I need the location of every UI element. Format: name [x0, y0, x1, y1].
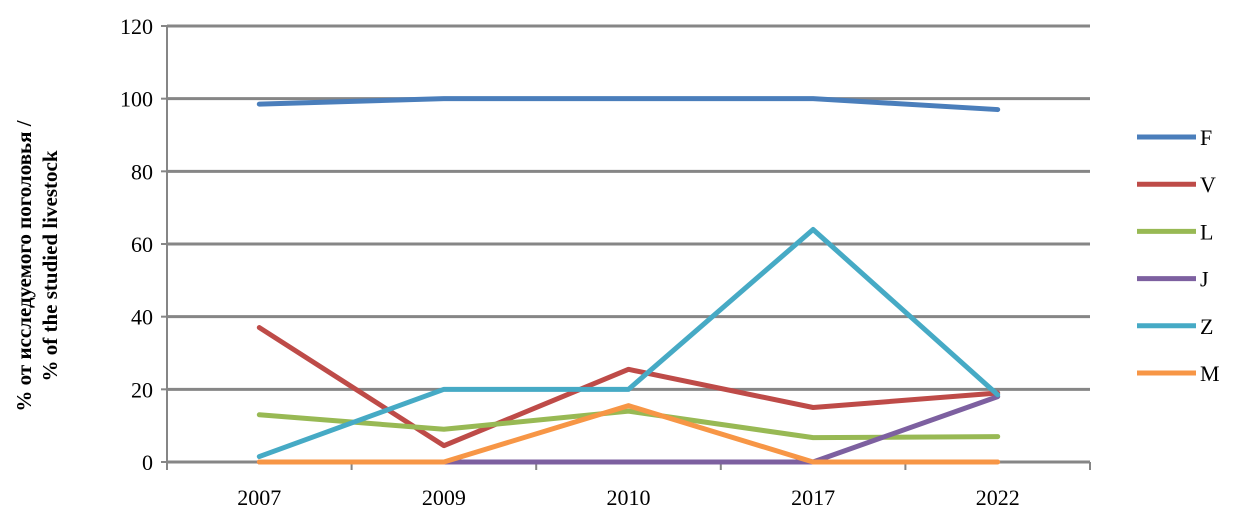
- x-tick-labels: 2007 2009 2010 2017 2022: [237, 485, 1019, 510]
- y-tick-labels: 0 20 40 60 80 100 120: [120, 14, 153, 475]
- y-axis-label-line2: % of the studied livestock: [38, 150, 62, 381]
- x-tick-label: 2022: [976, 485, 1020, 510]
- x-tick-label: 2010: [607, 485, 651, 510]
- legend-label-F: F: [1200, 125, 1212, 150]
- y-tick-label: 0: [142, 450, 153, 475]
- legend-label-V: V: [1200, 172, 1216, 197]
- legend-label-L: L: [1200, 219, 1213, 244]
- y-tick-label: 80: [131, 159, 153, 184]
- x-tick-label: 2017: [791, 485, 835, 510]
- y-tick-label: 20: [131, 377, 153, 402]
- x-tick-label: 2007: [237, 485, 281, 510]
- gridlines: [167, 24, 1090, 391]
- y-tick-label: 120: [120, 14, 153, 39]
- legend-label-Z: Z: [1200, 314, 1213, 339]
- axes: [161, 25, 1091, 470]
- series-line-M: [256, 403, 1001, 465]
- series-line-F: [256, 96, 1001, 113]
- series-line-V: [256, 325, 1001, 449]
- legend-label-M: M: [1200, 361, 1220, 386]
- series-line-Z: [256, 226, 1001, 460]
- series-lines: [256, 96, 1001, 465]
- y-tick-label: 60: [131, 232, 153, 257]
- series-line-L: [256, 408, 1001, 441]
- y-tick-label: 40: [131, 305, 153, 330]
- x-tick-label: 2009: [422, 485, 466, 510]
- y-tick-label: 100: [120, 87, 153, 112]
- legend-label-J: J: [1200, 267, 1209, 292]
- y-axis-label-line1: % от исследуемого поголовья /: [12, 119, 36, 411]
